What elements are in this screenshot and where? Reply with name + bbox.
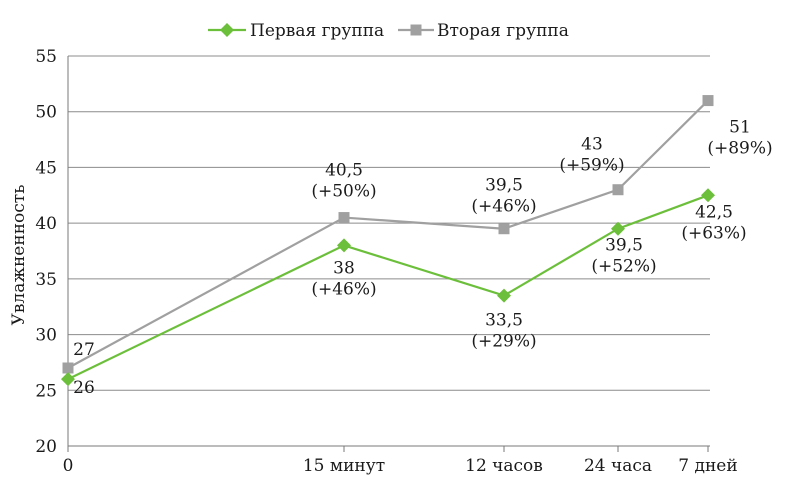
data-point bbox=[62, 362, 74, 374]
data-label: 42,5 (+63%) bbox=[681, 202, 746, 243]
data-label: 27 bbox=[73, 340, 95, 360]
data-label: 38 (+46%) bbox=[311, 258, 376, 299]
legend-marker bbox=[220, 23, 234, 37]
data-label: 39,5 (+52%) bbox=[591, 236, 656, 277]
x-tick-label: 7 дней bbox=[678, 456, 737, 476]
data-point bbox=[611, 221, 625, 236]
data-labels: 27 40,5 (+50%) 39,5 (+46%) 43 (+59%) 51 (+89%) 26… bbox=[73, 118, 772, 399]
x-tick-label: 12 часов bbox=[465, 456, 543, 476]
series-first-group bbox=[61, 188, 715, 387]
data-point bbox=[497, 288, 511, 303]
gridlines bbox=[68, 55, 710, 391]
x-tick-label: 0 bbox=[63, 456, 74, 476]
data-point bbox=[498, 223, 510, 235]
y-tick-label: 35 bbox=[35, 270, 57, 290]
legend-item-second-group: Вторая группа bbox=[398, 21, 569, 41]
legend-marker bbox=[410, 24, 422, 36]
data-label: 51 (+89%) bbox=[707, 118, 772, 159]
data-point bbox=[337, 238, 351, 253]
data-point bbox=[612, 184, 624, 196]
data-point bbox=[701, 188, 715, 203]
y-axis-title: Увлажненность bbox=[9, 185, 29, 326]
data-point bbox=[338, 212, 350, 224]
y-tick-label: 55 bbox=[35, 47, 57, 67]
legend: Первая группа Вторая группа bbox=[208, 21, 569, 41]
legend-item-first-group: Первая группа bbox=[208, 21, 384, 41]
legend-label: Первая группа bbox=[250, 21, 384, 41]
data-label: 26 bbox=[73, 378, 95, 398]
legend-label: Вторая группа bbox=[437, 21, 569, 41]
data-label: 39,5 (+46%) bbox=[471, 176, 536, 217]
y-tick-label: 40 bbox=[35, 214, 57, 234]
x-tick-label: 15 минут bbox=[303, 456, 385, 476]
x-tick-labels: 0 15 минут 12 часов 24 часа 7 дней bbox=[63, 456, 738, 476]
y-tick-label: 30 bbox=[35, 326, 57, 346]
data-label: 43 (+59%) bbox=[559, 135, 624, 176]
data-point bbox=[702, 95, 714, 107]
data-point bbox=[61, 372, 75, 387]
series-group bbox=[61, 95, 715, 387]
y-tick-label: 45 bbox=[35, 158, 57, 178]
x-tick-label: 24 часа bbox=[584, 456, 652, 476]
series-line bbox=[67, 99, 709, 369]
data-label: 40,5 (+50%) bbox=[311, 161, 376, 202]
y-tick-label: 50 bbox=[35, 103, 57, 123]
y-tick-labels: 20 25 30 35 40 45 50 55 bbox=[35, 47, 57, 457]
y-tick-label: 20 bbox=[35, 437, 57, 457]
data-label: 33,5 (+29%) bbox=[471, 311, 536, 352]
series-second-group bbox=[62, 95, 714, 374]
y-tick-label: 25 bbox=[35, 381, 57, 401]
